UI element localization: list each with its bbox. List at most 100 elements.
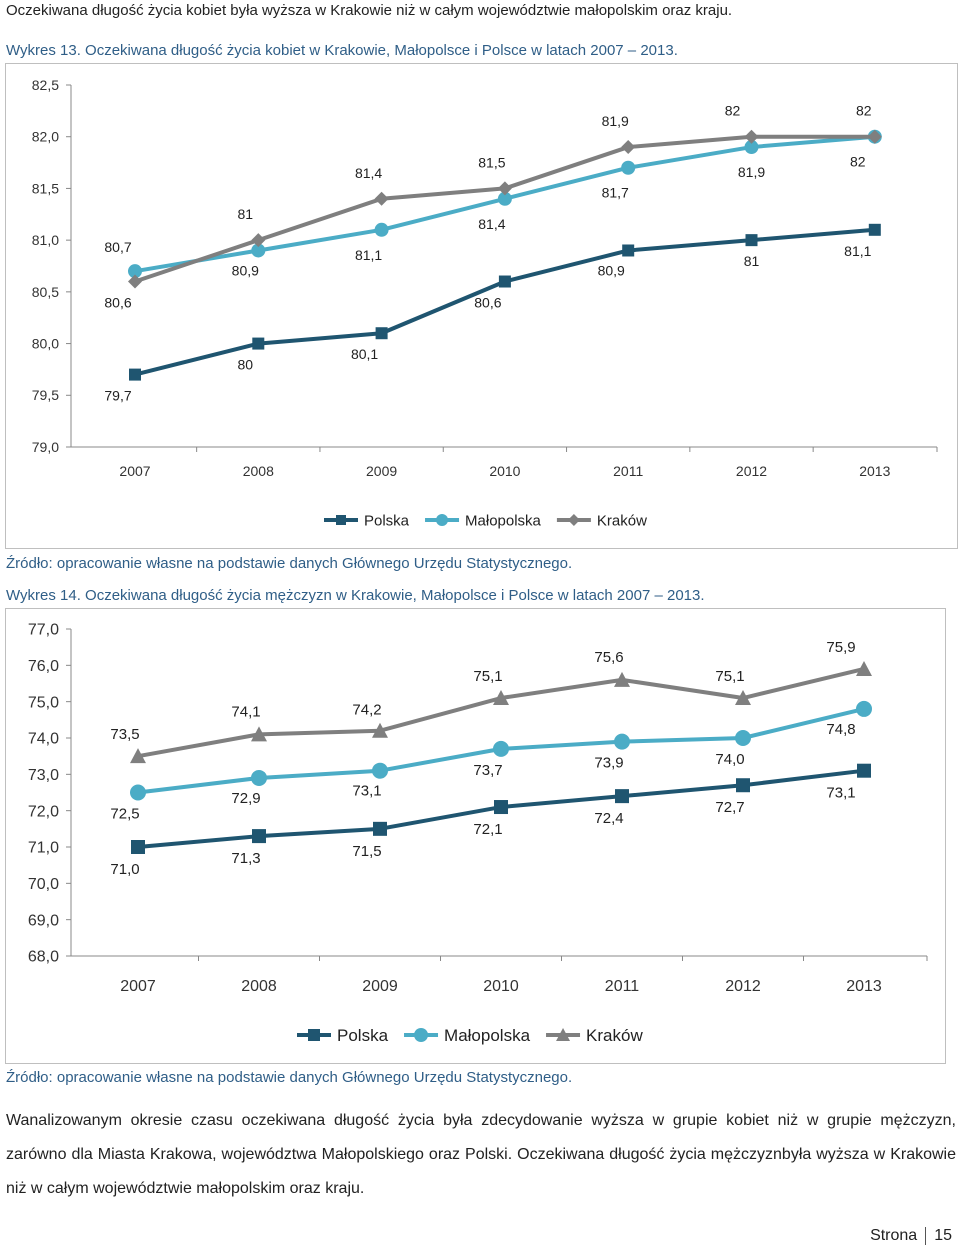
chart1-series-1-data-label: 80,7 xyxy=(104,239,131,255)
chart1-series-0-point xyxy=(498,275,511,288)
chart2-series-1-data-label: 73,9 xyxy=(594,755,623,772)
chart1-series-1-point xyxy=(497,191,512,206)
chart2-x-tick-label: 2007 xyxy=(120,978,156,995)
chart2-series-2-data-label: 75,1 xyxy=(473,668,502,685)
chart2-series-1-point xyxy=(493,740,509,757)
chart2-series-0-point xyxy=(373,821,387,836)
chart1-series-1-data-label: 80,9 xyxy=(232,262,259,278)
chart2-series-0-point xyxy=(252,829,266,844)
chart2-series-1-point xyxy=(856,700,872,717)
chart2-series-2-point xyxy=(251,726,267,742)
chart2-x-tick-label: 2012 xyxy=(725,978,761,995)
chart1-series-0-data-label: 81,1 xyxy=(844,243,871,259)
chart1-series-2-data-label: 81 xyxy=(238,206,254,222)
chart1-series-2-point xyxy=(621,140,636,155)
chart2-series-2-point xyxy=(372,722,388,738)
chart2-series-1-data-label: 74,0 xyxy=(715,751,744,768)
chart2-series-1-data-label: 73,1 xyxy=(352,783,381,800)
chart1-series-0-point xyxy=(622,244,635,257)
chart1-x-tick-label: 2012 xyxy=(736,463,767,479)
chart2-x-tick-label: 2011 xyxy=(605,978,640,995)
chart1-svg: 82,5 82,0 81,5 81,0 80,5 80,0 79,5 79,0 2007 2008… xyxy=(32,77,938,529)
chart1-series-0-data-label: 81 xyxy=(744,253,760,269)
chart1-series-1-point xyxy=(128,264,142,279)
chart1-series-2-point xyxy=(374,191,389,206)
chart2-y-tick-label: 75,0 xyxy=(28,694,59,711)
chart1-series-0-data-label: 80,9 xyxy=(598,262,625,278)
chart1-series-2-data-label: 81,4 xyxy=(355,165,382,181)
chart1-x-tick-label: 2008 xyxy=(243,463,274,479)
chart2-legend-label: Polska xyxy=(337,1026,389,1045)
chart2-legend-marker xyxy=(414,1028,429,1042)
chart2-x-tick-label: 2013 xyxy=(846,978,882,995)
chart1-legend-label: Małopolska xyxy=(465,512,542,529)
chart1-legend-label: Kraków xyxy=(597,512,647,529)
chart2-series-2-data-label: 75,6 xyxy=(594,649,623,666)
chart2-svg: 77,0 76,0 75,0 74,0 73,0 72,0 71,0 70,0 69,0 68,0… xyxy=(28,622,928,1045)
chart1-legend-marker xyxy=(336,515,346,525)
chart2-y-tick-label: 71,0 xyxy=(28,840,59,857)
chart1-y-tick-label: 79,0 xyxy=(32,439,59,455)
chart1-series-1-data-label: 82 xyxy=(850,154,866,170)
chart1-series-2-point xyxy=(128,274,142,289)
chart2-series-1-point xyxy=(130,784,146,801)
chart2-series-2-point xyxy=(130,748,146,764)
chart1-series-0-point xyxy=(252,337,265,350)
chart2-legend-label: Kraków xyxy=(586,1026,643,1045)
chart2-legend-marker xyxy=(556,1028,571,1041)
chart2-x-tick-label: 2008 xyxy=(241,978,277,995)
chart2-series-0-point xyxy=(615,789,629,804)
chart2-series-0-point xyxy=(736,778,750,793)
chart1-series-1-data-label: 81,7 xyxy=(602,185,629,201)
chart1-series-2-point xyxy=(867,129,882,144)
chart1-legend-label: Polska xyxy=(364,512,410,529)
chart1-series-1-point xyxy=(251,243,266,258)
chart1-x-tick-label: 2007 xyxy=(119,463,150,479)
chart2-series-1-data-label: 72,9 xyxy=(231,790,260,807)
chart1-series-0-data-label: 80,1 xyxy=(351,346,378,362)
chart2-series-0-point xyxy=(494,800,508,815)
chart2-y-tick-label: 69,0 xyxy=(28,912,59,929)
chart1-series-2-point xyxy=(744,129,759,144)
chart2-legend-marker xyxy=(308,1029,320,1041)
chart2-y-tick-label: 70,0 xyxy=(28,876,59,893)
page-number: 15 xyxy=(934,1227,952,1245)
chart1-x-tick-label: 2013 xyxy=(859,463,890,479)
chart1-series-1-point xyxy=(374,222,389,237)
chart2-y-tick-label: 73,0 xyxy=(28,767,59,784)
chart1-legend-marker xyxy=(567,514,580,526)
chart1-y-tick-label: 79,5 xyxy=(32,387,59,403)
chart1-container: 82,5 82,0 81,5 81,0 80,5 80,0 79,5 79,0 2007 2008… xyxy=(5,63,958,549)
chart1-series-1-data-label: 81,4 xyxy=(478,216,505,232)
chart2-series-0-data-label: 72,1 xyxy=(473,821,502,838)
chart2-series-2-point xyxy=(493,690,509,706)
body-paragraph: Wanalizowanym okresie czasu oczekiwana d… xyxy=(6,1112,956,1197)
chart1-series-0-data-label: 80 xyxy=(238,357,254,373)
chart2-y-tick-label: 74,0 xyxy=(28,731,59,748)
chart1-x-tick-label: 2010 xyxy=(489,463,520,479)
chart2-series-0-data-label: 71,3 xyxy=(231,850,260,867)
chart2-series-2-point xyxy=(614,671,630,687)
chart1-y-tick-label: 80,0 xyxy=(32,335,59,351)
chart2-series-0-data-label: 73,1 xyxy=(826,785,855,802)
chart1-legend-marker xyxy=(436,514,449,526)
chart1-x-tick-label: 2011 xyxy=(613,463,643,479)
chart2-series-1-point xyxy=(372,762,388,779)
chart1-y-tick-label: 81,5 xyxy=(32,180,59,196)
chart2-container: 77,0 76,0 75,0 74,0 73,0 72,0 71,0 70,0 69,0 68,0… xyxy=(5,608,946,1064)
chart1-y-tick-label: 82,0 xyxy=(32,129,59,145)
chart1-series-0-point xyxy=(745,234,758,247)
chart1-y-tick-label: 81,0 xyxy=(32,232,59,248)
footer-label: Strona xyxy=(870,1227,918,1245)
chart1-series-1-point xyxy=(621,160,636,175)
chart1-series-2-data-label: 82 xyxy=(725,103,741,119)
chart2-series-0-data-label: 71,5 xyxy=(352,843,381,860)
chart1-source: Źródło: opracowanie własne na podstawie … xyxy=(6,555,573,572)
chart1-x-tick-label: 2009 xyxy=(366,463,397,479)
chart2-caption: Wykres 14. Oczekiwana długość życia mężc… xyxy=(6,587,705,604)
chart2-series-0-point xyxy=(857,763,871,778)
chart2-series-1-data-label: 73,7 xyxy=(473,762,502,779)
chart2-series-2-data-label: 75,1 xyxy=(715,668,744,685)
chart2-series-2-point xyxy=(735,690,751,706)
chart2-source: Źródło: opracowanie własne na podstawie … xyxy=(6,1069,573,1086)
